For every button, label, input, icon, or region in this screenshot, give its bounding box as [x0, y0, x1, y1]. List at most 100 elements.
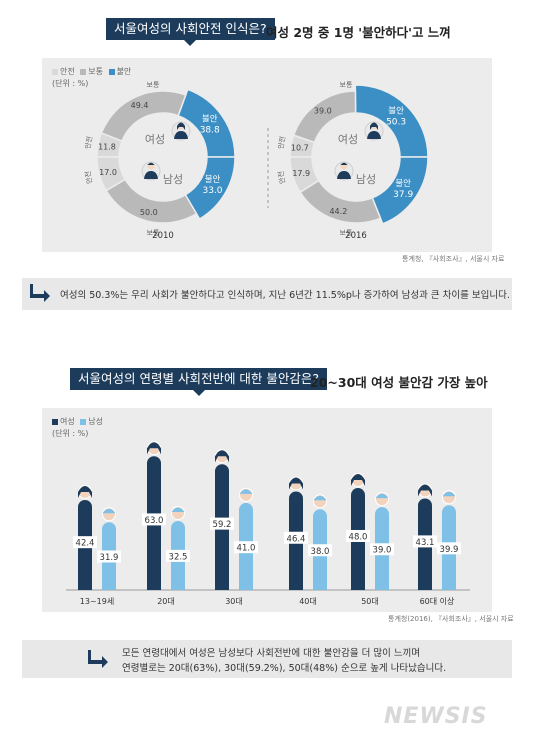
top-note-box: 여성의 50.3%는 우리 사회가 불안하다고 인식하며, 지난 6년간 11.… [22, 278, 512, 310]
male-figure-icon [102, 507, 116, 522]
female-avatar-icon [171, 121, 191, 141]
category-label: 30대 [225, 597, 243, 606]
female-figure-icon [215, 449, 229, 464]
female-normal-value: 39.0 [314, 107, 332, 116]
male-value-band [234, 541, 258, 554]
male-center-label: 남성 [163, 173, 183, 186]
female-unsafe-word: 불안 [202, 113, 218, 124]
male-value-band [166, 549, 190, 562]
female-bar-body [289, 499, 303, 590]
male-value-label: 39.9 [440, 545, 459, 555]
male-value-band [308, 544, 332, 557]
female-value-band [346, 529, 370, 542]
female-normal-slice [100, 90, 187, 143]
male-normal-value: 50.0 [140, 208, 158, 217]
male-figure-icon [375, 492, 389, 507]
male-value-label: 38.0 [311, 547, 330, 557]
male-safe-word: 안전 [276, 170, 287, 184]
legend-unsafe-swatch [108, 68, 115, 75]
donut-2016: 불안50.339.010.7불안37.944.217.9보통보통안전안전여성남성… [276, 81, 429, 241]
turn-arrow-icon [88, 650, 108, 668]
top-banner-text: 서울여성의 사회안전 인식은? [114, 21, 267, 36]
bottom-legend: 여성 남성 [52, 416, 103, 427]
bottom-banner-text: 서울여성의 연령별 사회전반에 대한 불안감은? [78, 371, 320, 386]
female-bar-body [78, 507, 92, 590]
female-safe-value: 11.8 [98, 142, 116, 151]
turn-arrow-icon [30, 284, 50, 302]
male-unsafe-value: 37.9 [393, 190, 413, 200]
male-value-band [97, 550, 121, 563]
female-safe-slice [96, 132, 123, 158]
male-unsafe-slice [371, 156, 429, 225]
male-value-label: 41.0 [237, 544, 256, 554]
bottom-note-line1: 모든 연령대에서 여성은 남성보다 사회전반에 대한 불안감을 더 많이 느끼며 [122, 648, 421, 659]
donut-charts: 불안38.849.411.8불안33.050.017.0보통보통안전안전여성남성… [83, 81, 429, 241]
female-unsafe-word: 불안 [388, 106, 404, 117]
bottom-panel [42, 408, 492, 612]
male-normal-word: 보통 [147, 229, 160, 237]
legend-normal-swatch [80, 68, 87, 75]
newsis-watermark: NEWSIS [384, 704, 488, 729]
legend-male-swatch [80, 418, 87, 425]
female-normal-word: 보통 [147, 81, 160, 89]
legend-unsafe-label: 불안 [116, 67, 132, 76]
male-value-band [437, 542, 461, 555]
category-label: 13~19세 [80, 597, 114, 606]
male-unsafe-word: 불안 [205, 174, 221, 185]
male-unsafe-value: 33.0 [202, 186, 222, 196]
male-normal-word: 보통 [340, 229, 353, 237]
top-legend: 안전 보통 불안 [52, 66, 131, 77]
year-label: 2010 [152, 231, 174, 241]
male-figure-icon [442, 490, 456, 505]
male-normal-value: 44.2 [329, 207, 347, 216]
female-bar-body [215, 472, 229, 590]
female-figure-icon [147, 441, 161, 456]
male-value-band [370, 543, 394, 556]
male-value-label: 32.5 [169, 552, 188, 562]
male-figure-icon [171, 505, 185, 520]
male-unsafe-word: 불안 [395, 178, 411, 189]
bottom-source: 통계청(2016), 『사회조사』, 서울시 자료 [388, 615, 514, 623]
female-figure-icon [351, 473, 365, 488]
female-figure-icon [289, 476, 303, 491]
female-unsafe-value: 38.8 [200, 125, 220, 135]
male-safe-slice [289, 156, 320, 194]
female-value-label: 48.0 [349, 532, 368, 542]
top-subhead: 여성 2명 중 1명 '불안하다'고 느껴 [266, 25, 451, 40]
female-value-band [210, 517, 234, 530]
female-safe-word: 안전 [276, 135, 287, 149]
male-safe-slice [96, 156, 127, 192]
top-unit: (단위 : %) [52, 79, 89, 88]
bottom-banner: 서울여성의 연령별 사회전반에 대한 불안감은? [70, 368, 328, 396]
female-value-band [413, 535, 437, 548]
year-label: 2016 [345, 231, 367, 241]
female-bar-body [351, 496, 365, 590]
male-avatar-icon [141, 161, 161, 181]
top-banner: 서울여성의 사회안전 인식은? [106, 18, 275, 46]
top-note-text: 여성의 50.3%는 우리 사회가 불안하다고 인식하며, 지난 6년간 11.… [60, 290, 510, 301]
female-value-label: 43.1 [416, 538, 435, 548]
female-normal-slice [292, 90, 357, 144]
female-figure-icon [418, 483, 432, 498]
male-safe-word: 안전 [83, 170, 94, 184]
legend-normal-label: 보통 [88, 67, 104, 76]
male-avatar-icon [334, 161, 354, 181]
male-safe-value: 17.0 [99, 168, 117, 177]
female-bar-body [147, 464, 161, 590]
female-center-label: 여성 [145, 133, 165, 146]
female-normal-value: 49.4 [131, 101, 149, 110]
female-safe-value: 10.7 [291, 143, 309, 152]
legend-female-swatch [52, 418, 58, 425]
female-center-label: 여성 [338, 133, 358, 146]
top-source: 통계청, 『사회조사』, 서울시 자료 [402, 255, 505, 263]
female-value-band [284, 531, 308, 544]
female-value-label: 63.0 [145, 516, 164, 526]
category-label: 60대 이상 [420, 596, 455, 606]
female-avatar-icon [364, 121, 384, 141]
legend-safe-label: 안전 [60, 67, 75, 76]
legend-safe-swatch [52, 68, 58, 75]
female-figure-icon [78, 484, 92, 499]
bottom-subhead: 20~30대 여성 불안감 가장 높아 [310, 375, 488, 390]
male-safe-value: 17.9 [292, 169, 310, 178]
male-figure-icon [313, 494, 327, 509]
